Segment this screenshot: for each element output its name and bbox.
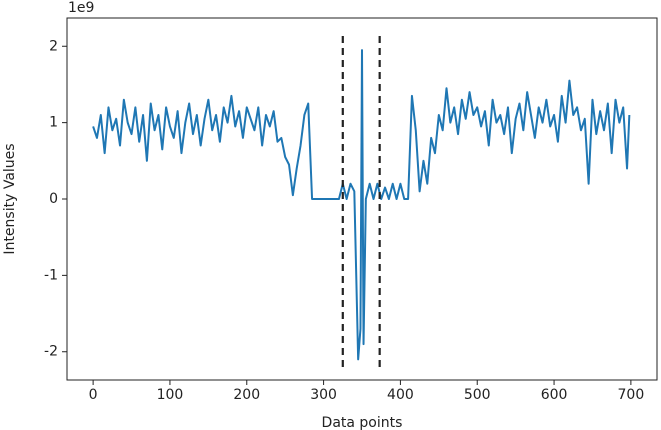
plot-frame — [66, 17, 658, 381]
data-line — [92, 49, 631, 361]
x-tick-label: 100 — [157, 387, 184, 403]
x-tick-label: 700 — [618, 387, 645, 403]
y-tick-label: -1 — [44, 267, 58, 283]
x-tick-label: 200 — [233, 387, 260, 403]
y-axis-label: Intensity Values — [2, 143, 18, 254]
x-tick-label: 300 — [310, 387, 337, 403]
x-tick-label: 0 — [89, 387, 98, 403]
y-tick-label: 1 — [49, 115, 58, 131]
y-tick-label: 2 — [49, 38, 58, 54]
y-tick-label: -2 — [44, 344, 58, 360]
y-offset-label: 1e9 — [68, 0, 94, 16]
x-axis-label: Data points — [322, 415, 403, 430]
x-tick-label: 600 — [541, 387, 568, 403]
x-tick-label: 400 — [387, 387, 414, 403]
x-tick-label: 500 — [464, 387, 491, 403]
y-tick-label: 0 — [49, 191, 58, 207]
